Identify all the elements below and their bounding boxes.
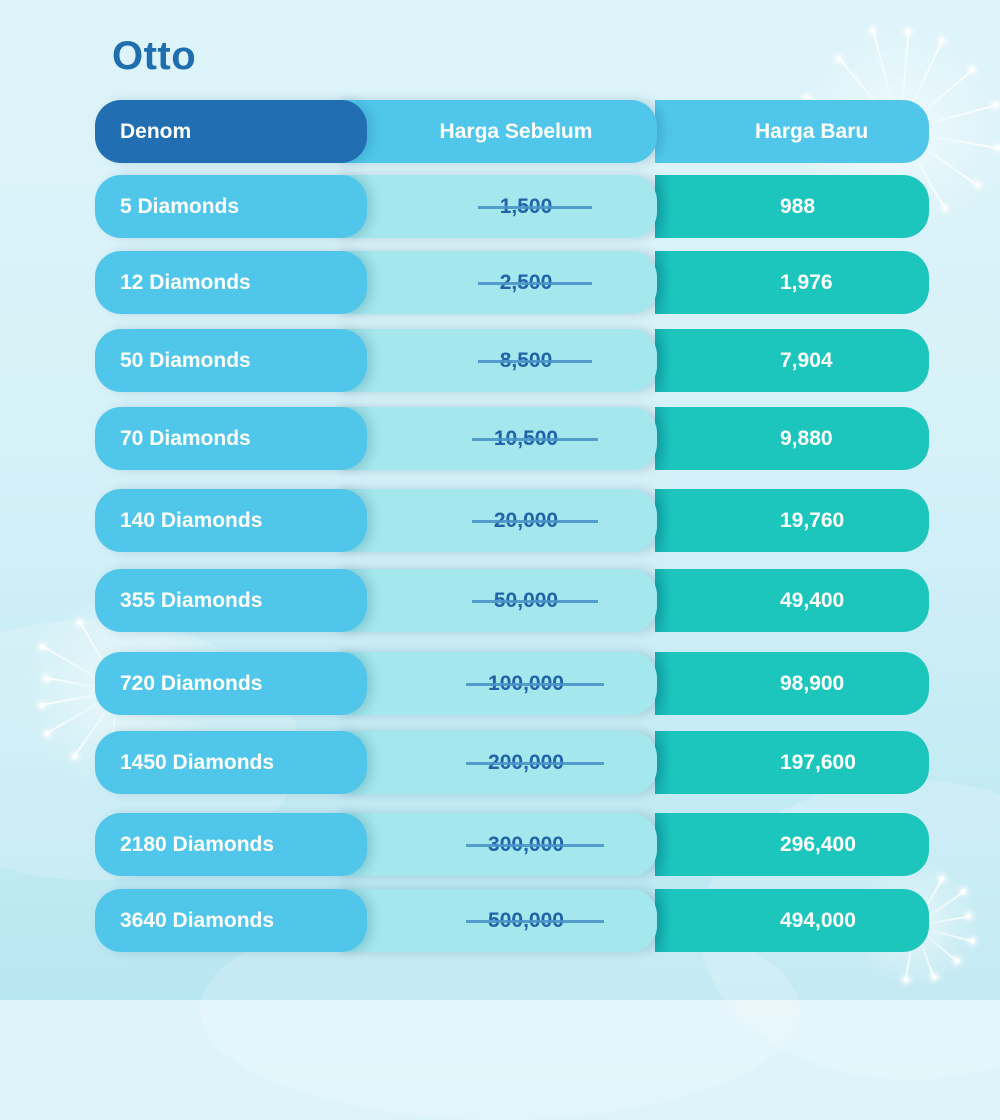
table-row: 49,400 50,000 355 Diamonds xyxy=(95,569,929,632)
new-price: 9,880 xyxy=(655,407,929,470)
new-price: 988 xyxy=(655,175,929,238)
new-price: 19,760 xyxy=(655,489,929,552)
strikethrough-line xyxy=(477,205,593,209)
header-harga-baru: Harga Baru xyxy=(655,100,929,163)
new-price: 197,600 xyxy=(655,731,929,794)
strikethrough-line xyxy=(471,437,599,441)
strikethrough-line xyxy=(477,281,593,285)
table-header-row: Harga Baru Harga Sebelum Denom xyxy=(95,100,929,163)
table-row: 19,760 20,000 140 Diamonds xyxy=(95,489,929,552)
table-row: 1,976 2,500 12 Diamonds xyxy=(95,251,929,314)
denom-label: 355 Diamonds xyxy=(95,569,367,632)
page-title: Otto xyxy=(112,34,197,78)
strikethrough-line xyxy=(466,843,604,847)
old-price: 500,000 xyxy=(335,889,657,952)
old-price: 50,000 xyxy=(335,569,657,632)
new-price: 98,900 xyxy=(655,652,929,715)
new-price: 296,400 xyxy=(655,813,929,876)
strikethrough-line xyxy=(477,359,593,363)
strikethrough-line xyxy=(466,682,604,686)
old-price: 8,500 xyxy=(335,329,657,392)
table-row: 494,000 500,000 3640 Diamonds xyxy=(95,889,929,952)
old-price: 100,000 xyxy=(335,652,657,715)
table-row: 7,904 8,500 50 Diamonds xyxy=(95,329,929,392)
table-row: 296,400 300,000 2180 Diamonds xyxy=(95,813,929,876)
strikethrough-line xyxy=(471,599,599,603)
table-row: 98,900 100,000 720 Diamonds xyxy=(95,652,929,715)
old-price: 300,000 xyxy=(335,813,657,876)
old-price: 20,000 xyxy=(335,489,657,552)
old-price: 200,000 xyxy=(335,731,657,794)
old-price: 2,500 xyxy=(335,251,657,314)
table-row: 988 1,500 5 Diamonds xyxy=(95,175,929,238)
strikethrough-line xyxy=(471,519,599,523)
strikethrough-line xyxy=(466,919,604,923)
new-price: 7,904 xyxy=(655,329,929,392)
table-row: 9,880 10,500 70 Diamonds xyxy=(95,407,929,470)
strikethrough-line xyxy=(466,761,604,765)
denom-label: 50 Diamonds xyxy=(95,329,367,392)
new-price: 49,400 xyxy=(655,569,929,632)
new-price: 1,976 xyxy=(655,251,929,314)
old-price: 1,500 xyxy=(335,175,657,238)
denom-label: 720 Diamonds xyxy=(95,652,367,715)
denom-label: 2180 Diamonds xyxy=(95,813,367,876)
denom-label: 12 Diamonds xyxy=(95,251,367,314)
old-price: 10,500 xyxy=(335,407,657,470)
new-price: 494,000 xyxy=(655,889,929,952)
table-row: 197,600 200,000 1450 Diamonds xyxy=(95,731,929,794)
denom-label: 70 Diamonds xyxy=(95,407,367,470)
header-harga-sebelum: Harga Sebelum xyxy=(335,100,657,163)
denom-label: 140 Diamonds xyxy=(95,489,367,552)
denom-label: 5 Diamonds xyxy=(95,175,367,238)
header-denom: Denom xyxy=(95,100,367,163)
denom-label: 3640 Diamonds xyxy=(95,889,367,952)
denom-label: 1450 Diamonds xyxy=(95,731,367,794)
